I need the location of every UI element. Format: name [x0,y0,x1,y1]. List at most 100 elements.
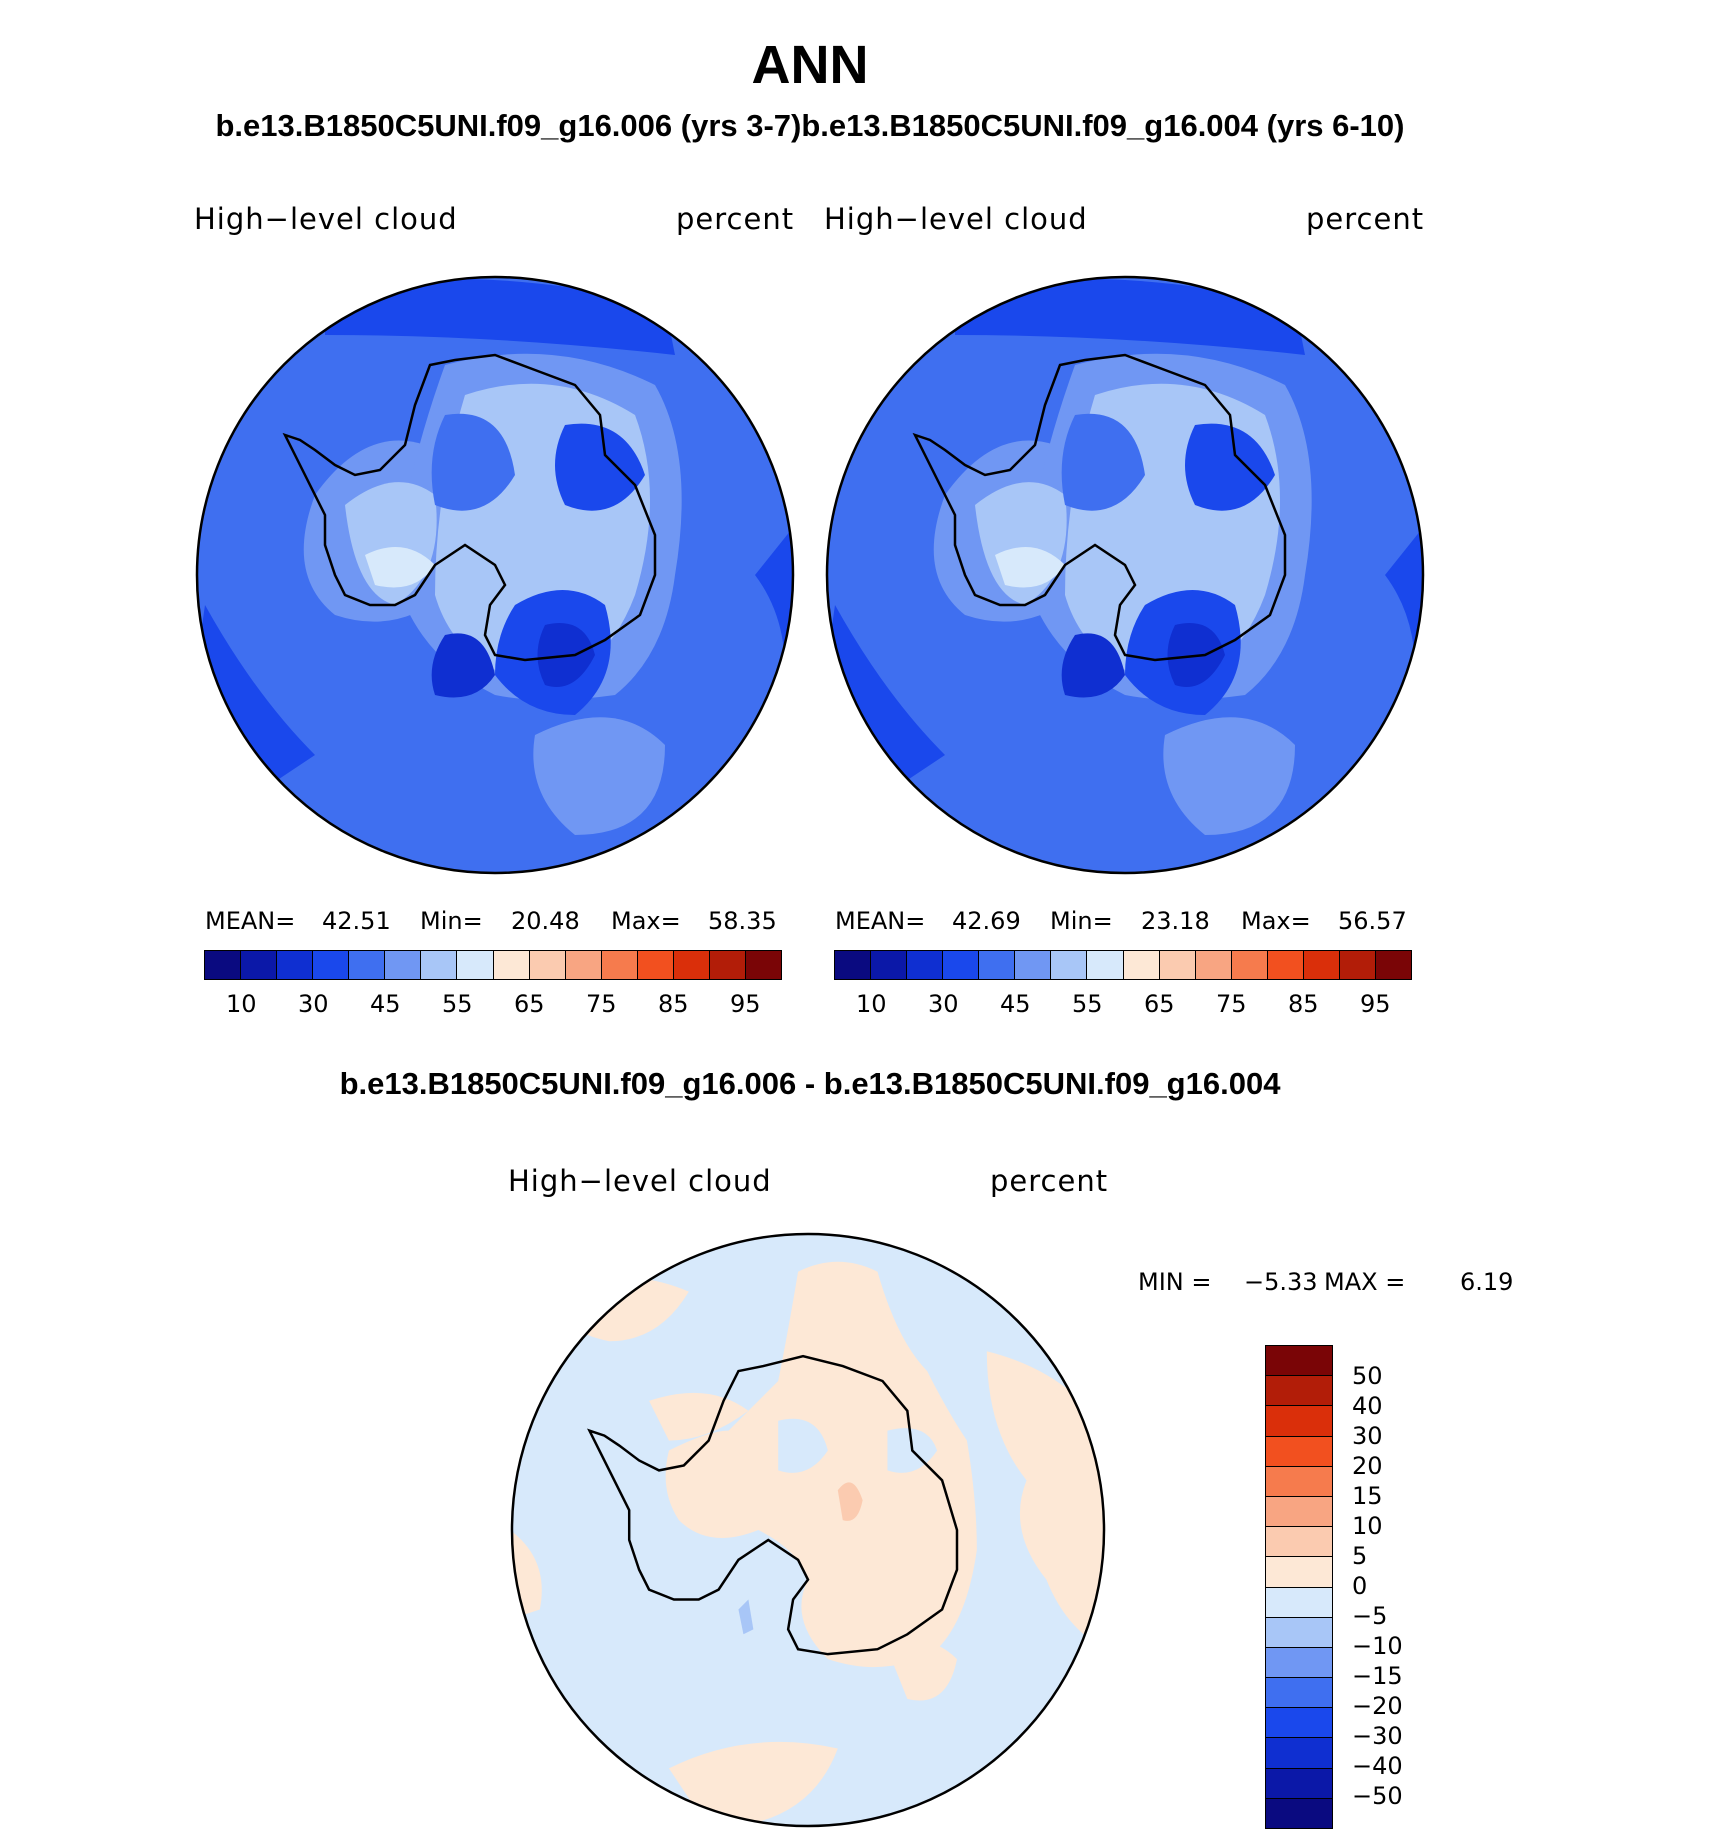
colorbar-segment [979,951,1016,979]
colorbar-segment [1266,1647,1332,1679]
panel2-colorbar-tick: 85 [1288,990,1319,1018]
panel1-min-value: 20.48 [511,907,580,935]
colorbar-segment [1266,1798,1332,1828]
diff-colorbar-tick: 50 [1352,1362,1383,1390]
colorbar-segment [421,951,458,979]
panel2-min-value: 23.18 [1141,907,1210,935]
diff-colorbar-tick: −20 [1352,1692,1403,1720]
colorbar-segment [835,951,872,979]
diff-colorbar-tick: 5 [1352,1542,1368,1570]
panel1-colorbar-tick: 30 [298,990,329,1018]
colorbar-segment [1266,1376,1332,1407]
colorbar-segment [241,951,278,979]
panel2-colorbar-tick: 55 [1072,990,1103,1018]
diff-colorbar-tick: −40 [1352,1752,1403,1780]
difference-title: b.e13.B1850C5UNI.f09_g16.006 - b.e13.B18… [339,1066,1281,1101]
colorbar-segment [1051,951,1088,979]
diff-max-label: MAX = [1324,1268,1406,1296]
colorbar-segment [1266,1496,1332,1528]
colorbar-segment [1159,951,1196,979]
colorbar-segment [1266,1527,1332,1558]
diff-min-value: −5.33 [1244,1268,1318,1296]
panel1-units-label: percent [676,202,795,236]
colorbar-segment [205,951,242,979]
colorbar-segment [1231,951,1268,979]
colorbar-segment [1266,1617,1332,1648]
panel2-colorbar-tick: 45 [1000,990,1031,1018]
colorbar-segment [871,951,908,979]
colorbar-segment [277,951,314,979]
colorbar-segment [1266,1678,1332,1709]
diff-units-label: percent [990,1164,1109,1198]
diff-colorbar-tick: −15 [1352,1662,1403,1690]
difference-polar-map [510,1232,1106,1828]
diff-colorbar-tick: 10 [1352,1512,1383,1540]
panel2-colorbar [834,950,1412,980]
panel1-polar-map [195,275,795,875]
diff-max-value: 6.19 [1460,1268,1514,1296]
colorbar-segment [1303,951,1340,979]
diff-colorbar-tick: 15 [1352,1482,1383,1510]
colorbar-segment [1339,951,1376,979]
panel1-variable-label: High−level cloud [194,202,458,236]
colorbar-segment [1266,1557,1332,1588]
panel2-mean-value: 42.69 [952,907,1021,935]
colorbar-segment [1266,1346,1332,1377]
colorbar-segment [1266,1708,1332,1739]
panel1-colorbar [204,950,782,980]
panel1-min-label: Min= [420,907,483,935]
panel2-colorbar-tick: 30 [928,990,959,1018]
panel1-colorbar-tick: 45 [370,990,401,1018]
colorbar-segment [1015,951,1052,979]
colorbar-segment [907,951,944,979]
diff-colorbar-tick: 0 [1352,1572,1368,1600]
diff-colorbar-tick: 20 [1352,1452,1383,1480]
colorbar-segment [745,951,781,979]
colorbar-segment [457,951,494,979]
colorbar-segment [565,951,602,979]
colorbar-segment [1087,951,1124,979]
colorbar-segment [943,951,980,979]
panel2-max-value: 56.57 [1338,907,1407,935]
panel2-colorbar-tick: 95 [1360,990,1391,1018]
colorbar-segment [349,951,386,979]
diff-colorbar-tick: −10 [1352,1632,1403,1660]
panel2-polar-map [825,275,1425,875]
cases-subtitle: b.e13.B1850C5UNI.f09_g16.006 (yrs 3-7)b.… [215,108,1405,143]
colorbar-segment [1123,951,1160,979]
panel1-colorbar-tick: 95 [730,990,761,1018]
panel1-colorbar-tick: 10 [226,990,257,1018]
colorbar-segment [1266,1768,1332,1799]
panel1-mean-label: MEAN= [205,907,296,935]
panel1-colorbar-tick: 55 [442,990,473,1018]
diff-min-label: MIN = [1138,1268,1212,1296]
diff-colorbar [1265,1345,1333,1829]
panel1-max-label: Max= [611,907,681,935]
panel2-units-label: percent [1306,202,1425,236]
panel2-mean-label: MEAN= [835,907,926,935]
panel2-max-label: Max= [1241,907,1311,935]
colorbar-segment [385,951,422,979]
colorbar-segment [493,951,530,979]
diff-colorbar-tick: −5 [1352,1602,1388,1630]
diff-colorbar-tick: 30 [1352,1422,1383,1450]
colorbar-segment [529,951,566,979]
panel2-min-label: Min= [1050,907,1113,935]
panel1-colorbar-tick: 65 [514,990,545,1018]
panel1-max-value: 58.35 [708,907,777,935]
panel2-colorbar-tick: 65 [1144,990,1175,1018]
colorbar-segment [1266,1466,1332,1497]
colorbar-segment [1266,1436,1332,1467]
panel1-colorbar-tick: 75 [586,990,617,1018]
colorbar-segment [637,951,674,979]
colorbar-segment [601,951,638,979]
colorbar-segment [1266,1738,1332,1769]
colorbar-segment [673,951,710,979]
colorbar-segment [1195,951,1232,979]
panel1-colorbar-tick: 85 [658,990,689,1018]
colorbar-segment [1267,951,1304,979]
panel1-mean-value: 42.51 [322,907,391,935]
diff-colorbar-tick: −30 [1352,1722,1403,1750]
colorbar-segment [1266,1587,1332,1618]
diff-colorbar-tick: 40 [1352,1392,1383,1420]
